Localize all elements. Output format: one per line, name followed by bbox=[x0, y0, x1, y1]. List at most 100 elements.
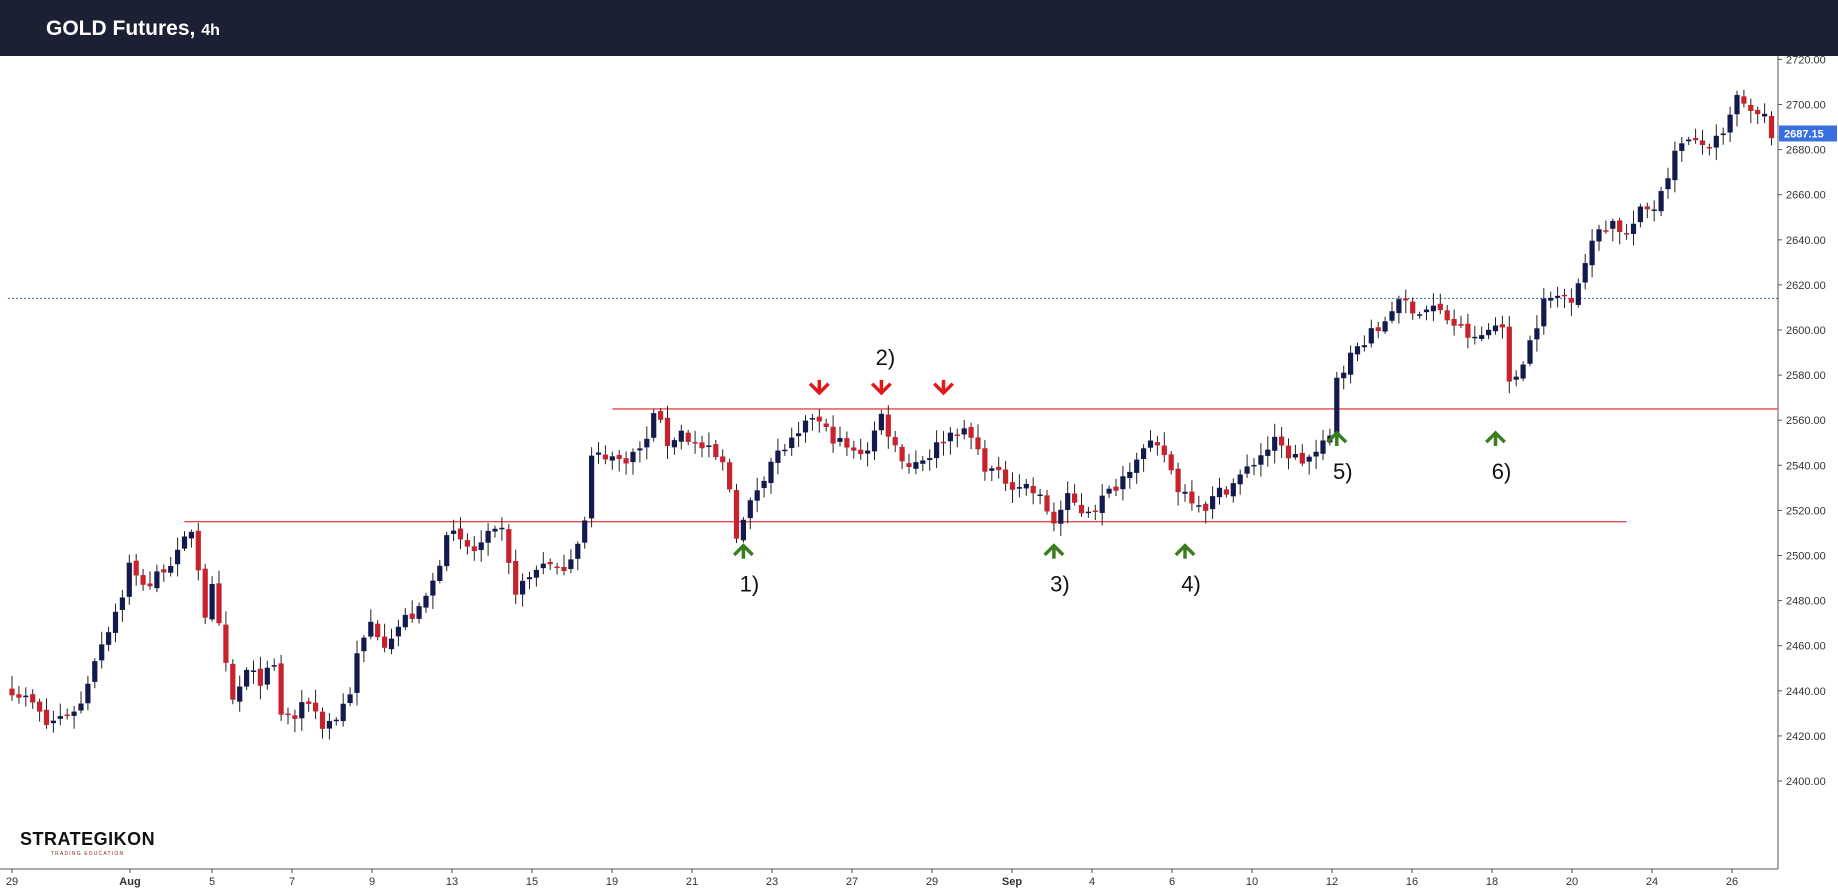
bull-candle bbox=[1534, 328, 1540, 340]
bull-candle bbox=[533, 569, 539, 578]
bull-candle bbox=[1334, 377, 1340, 437]
bull-candle bbox=[754, 490, 760, 501]
up-arrow-icon bbox=[732, 543, 754, 557]
bear-candle bbox=[844, 438, 850, 448]
bull-candle bbox=[1382, 321, 1388, 332]
bear-candle bbox=[975, 437, 981, 450]
bull-candle bbox=[575, 543, 581, 559]
bear-candle bbox=[1755, 109, 1761, 115]
down-arrow-icon bbox=[808, 382, 830, 396]
y-tick-label: 2720.00 bbox=[1786, 56, 1826, 66]
bull-candle bbox=[1023, 483, 1029, 489]
bear-candle bbox=[1203, 503, 1209, 511]
x-tick-label: 10 bbox=[1246, 876, 1258, 888]
bull-candle bbox=[961, 428, 967, 435]
bear-candle bbox=[1748, 104, 1754, 112]
chart-header: GOLD Futures, 4h bbox=[0, 0, 1838, 56]
bull-candle bbox=[71, 711, 77, 716]
bull-candle bbox=[1265, 449, 1271, 456]
bull-candle bbox=[1423, 309, 1430, 313]
bull-candle bbox=[1182, 491, 1188, 494]
bear-candle bbox=[858, 449, 864, 455]
bear-candle bbox=[727, 462, 733, 490]
bull-candle bbox=[119, 597, 125, 610]
x-tick-label: 27 bbox=[846, 876, 858, 888]
bear-candle bbox=[513, 561, 519, 595]
bear-candle bbox=[940, 441, 947, 444]
bull-candle bbox=[1665, 178, 1671, 190]
bear-candle bbox=[899, 446, 905, 462]
bear-candle bbox=[161, 569, 167, 573]
bear-candle bbox=[885, 414, 891, 437]
bull-candle bbox=[1127, 471, 1133, 478]
bull-candle bbox=[1396, 299, 1402, 314]
bear-candle bbox=[713, 444, 719, 458]
bear-candle bbox=[140, 575, 146, 585]
brand-logo: STRATEGIKON TRADING EDUCATION bbox=[20, 829, 155, 857]
bear-candle bbox=[319, 711, 326, 729]
bull-candle bbox=[85, 683, 91, 704]
candlestick-chart[interactable]: 2400.00 2420.00 2440.00 2460.00 2480.00 2500.… bbox=[0, 56, 1838, 892]
brand-tagline: TRADING EDUCATION bbox=[50, 851, 125, 857]
bear-candle bbox=[1003, 469, 1009, 484]
bull-candle bbox=[264, 667, 270, 685]
bull-candle bbox=[1637, 206, 1643, 223]
bull-candle bbox=[609, 456, 615, 461]
x-tick-label: 21 bbox=[686, 876, 698, 888]
y-tick-label: 2580.00 bbox=[1786, 370, 1826, 382]
bear-candle bbox=[1189, 491, 1195, 504]
bear-candle bbox=[1051, 511, 1057, 524]
bear-candle bbox=[257, 668, 263, 686]
bear-candle bbox=[1279, 436, 1285, 446]
bull-candle bbox=[1141, 448, 1147, 460]
bear-candle bbox=[1624, 233, 1630, 235]
x-tick-label: 16 bbox=[1406, 876, 1418, 888]
bull-candle bbox=[1658, 191, 1664, 212]
bull-candle bbox=[1472, 336, 1478, 339]
bear-candle bbox=[506, 529, 512, 563]
x-tick-label: 26 bbox=[1726, 876, 1738, 888]
bear-candle bbox=[954, 434, 960, 436]
bull-candle bbox=[796, 433, 802, 437]
bull-candle bbox=[1306, 456, 1312, 462]
bull-candle bbox=[499, 527, 505, 530]
bull-candle bbox=[582, 520, 588, 543]
annotation-label: 5) bbox=[1333, 459, 1353, 484]
bull-candle bbox=[1520, 364, 1526, 379]
bull-candle bbox=[1085, 511, 1091, 514]
bull-candle bbox=[871, 430, 878, 452]
bear-candle bbox=[1499, 324, 1505, 328]
bear-candle bbox=[1044, 495, 1050, 512]
bear-candle bbox=[851, 447, 857, 451]
chart-title: GOLD Futures, 4h bbox=[46, 17, 220, 41]
x-tick-label: 29 bbox=[926, 876, 938, 888]
bear-candle bbox=[616, 454, 622, 460]
bear-candle bbox=[1644, 206, 1650, 210]
bull-candle bbox=[78, 703, 84, 711]
bear-candle bbox=[9, 688, 15, 696]
bull-candle bbox=[1720, 133, 1726, 136]
bull-candle bbox=[1389, 311, 1395, 321]
bull-candle bbox=[1292, 454, 1298, 458]
bear-candle bbox=[230, 663, 236, 700]
bear-candle bbox=[1693, 137, 1699, 141]
bull-candle bbox=[989, 468, 995, 471]
bear-candle bbox=[561, 566, 567, 571]
last-price-label: 2687.15 bbox=[1784, 128, 1824, 140]
bull-candle bbox=[1272, 436, 1278, 451]
bull-candle bbox=[368, 621, 374, 637]
up-arrow-icon bbox=[1043, 543, 1065, 557]
bull-candle bbox=[1147, 440, 1154, 448]
bear-candle bbox=[982, 448, 988, 472]
bull-candle bbox=[1679, 143, 1685, 151]
bear-candle bbox=[1030, 485, 1036, 494]
x-tick-label: 19 bbox=[606, 876, 618, 888]
y-tick-label: 2620.00 bbox=[1786, 280, 1826, 292]
up-arrow-icon bbox=[1485, 430, 1506, 444]
bull-candle bbox=[451, 530, 457, 534]
bull-candle bbox=[181, 536, 188, 549]
bull-candle bbox=[50, 720, 56, 724]
x-tick-label: 4 bbox=[1089, 876, 1095, 888]
bear-candle bbox=[1458, 324, 1464, 326]
bear-candle bbox=[202, 568, 208, 618]
